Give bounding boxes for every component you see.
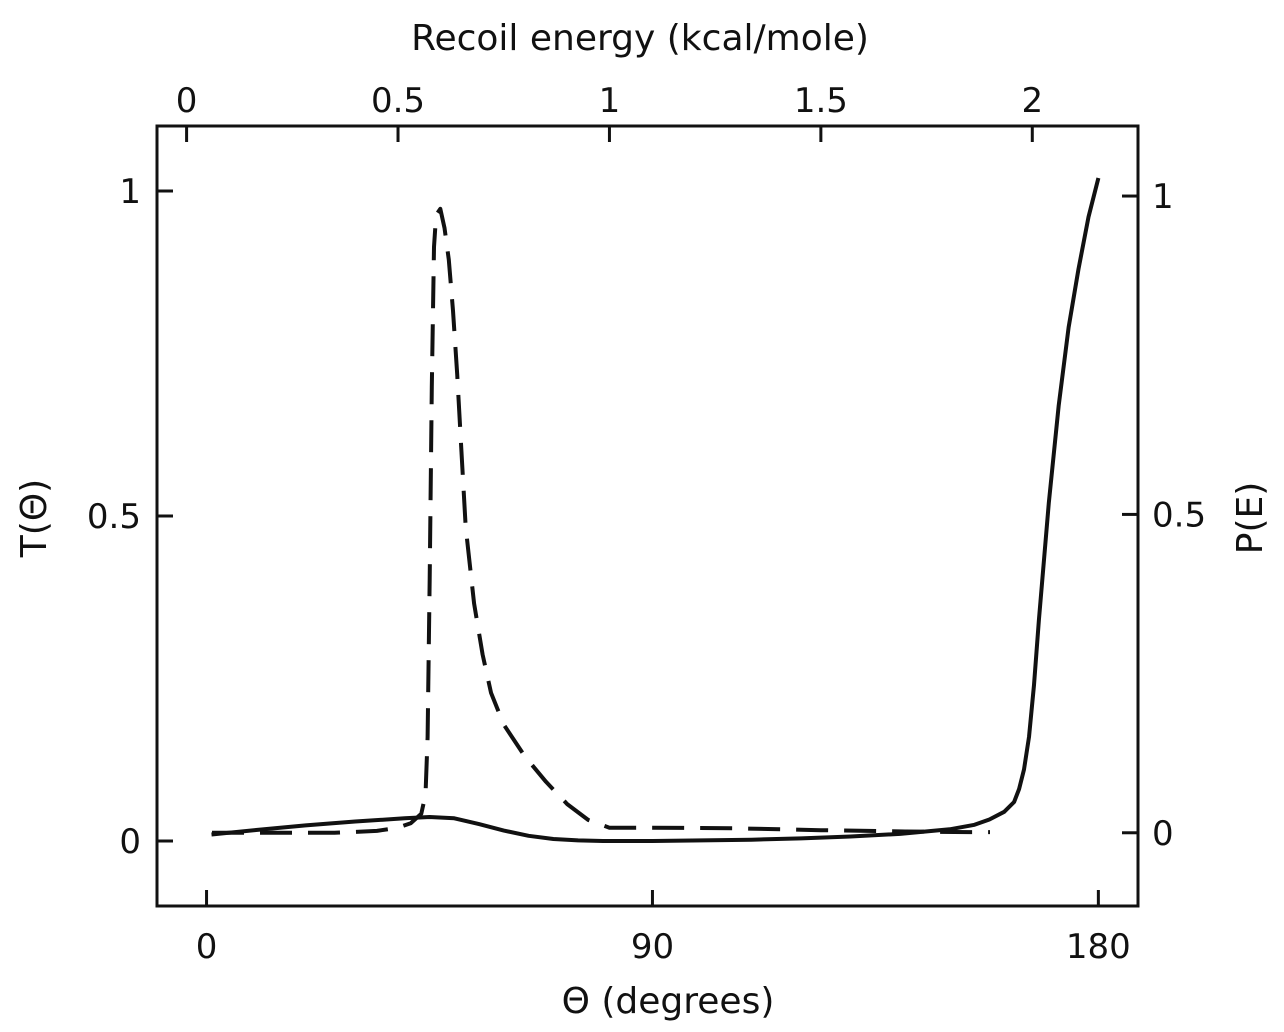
top-tick-label: 0 (176, 81, 198, 121)
left-tick-label: 1 (119, 172, 141, 212)
left-tick-label: 0.5 (87, 497, 141, 537)
top-tick-label: 0.5 (371, 81, 425, 121)
right-axis-title: P(E) (1230, 482, 1271, 555)
bottom-tick-label: 180 (1066, 927, 1131, 967)
top-tick-label: 1.5 (794, 81, 848, 121)
plot-frame (155, 124, 1140, 908)
top-axis-title: Recoil energy (kcal/mole) (411, 18, 869, 59)
top-tick-label: 2 (1021, 81, 1043, 121)
series-line-solid (211, 177, 1101, 843)
left-tick-label: 0 (119, 822, 141, 862)
right-tick-label: 0 (1152, 814, 1174, 854)
top-tick-label: 1 (599, 81, 621, 121)
bottom-axis-title: Θ (degrees) (562, 981, 775, 1022)
left-axis-title: T(Θ) (14, 479, 55, 558)
right-tick-label: 0.5 (1152, 495, 1206, 535)
right-tick-label: 1 (1152, 177, 1174, 217)
bottom-tick-label: 0 (196, 927, 218, 967)
bottom-tick-label: 90 (631, 927, 674, 967)
series-line-dashed (212, 206, 990, 835)
